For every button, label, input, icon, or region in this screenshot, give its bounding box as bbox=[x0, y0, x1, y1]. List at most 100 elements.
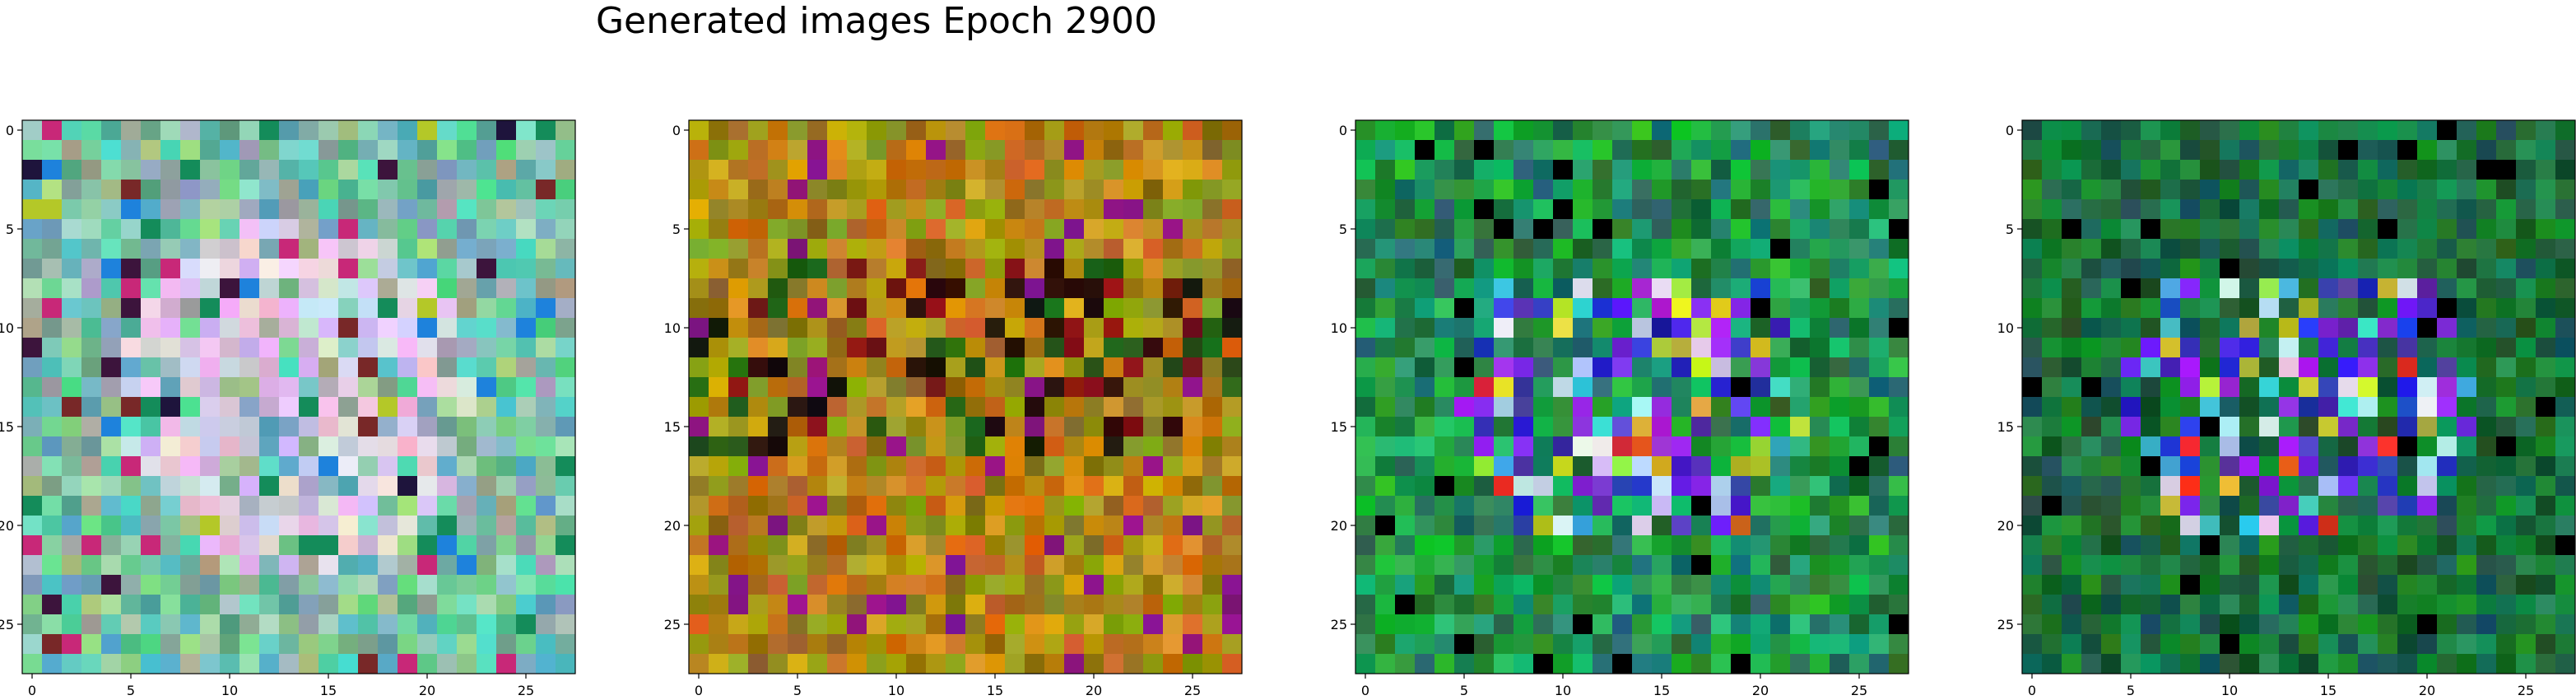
pixel-cell bbox=[867, 377, 887, 398]
pixel-cell bbox=[1005, 338, 1025, 358]
pixel-cell bbox=[1474, 377, 1495, 398]
pixel-cell bbox=[1810, 199, 1830, 220]
pixel-cell bbox=[1612, 377, 1633, 398]
pixel-cell bbox=[121, 278, 142, 299]
pixel-cell bbox=[1123, 377, 1144, 398]
pixel-cell bbox=[457, 239, 477, 259]
pixel-cell bbox=[1395, 160, 1416, 180]
pixel-cell bbox=[1691, 535, 1712, 556]
pixel-cell bbox=[1553, 555, 1574, 576]
pixel-cell bbox=[556, 595, 576, 615]
pixel-cell bbox=[1889, 298, 1909, 319]
pixel-cell bbox=[985, 318, 1006, 338]
pixel-cell bbox=[319, 199, 339, 220]
pixel-cell bbox=[1691, 219, 1712, 240]
pixel-cell bbox=[1005, 535, 1025, 556]
pixel-cell bbox=[1573, 476, 1593, 497]
pixel-cell bbox=[2476, 298, 2497, 319]
pixel-cell bbox=[709, 555, 729, 576]
pixel-cell bbox=[2397, 219, 2418, 240]
pixel-cell bbox=[299, 259, 319, 279]
pixel-cell bbox=[1123, 180, 1144, 200]
pixel-cell bbox=[1375, 377, 1396, 398]
pixel-cell bbox=[926, 298, 946, 319]
pixel-cell bbox=[200, 417, 221, 437]
pixel-cell bbox=[2437, 357, 2457, 378]
pixel-cell bbox=[2121, 160, 2141, 180]
pixel-cell bbox=[62, 298, 82, 319]
pixel-cell bbox=[1005, 357, 1025, 378]
pixel-cell bbox=[358, 575, 379, 595]
pixel-cell bbox=[81, 120, 102, 141]
pixel-cell bbox=[180, 654, 201, 674]
pixel-cell bbox=[1143, 318, 1164, 338]
pixel-cell bbox=[2457, 199, 2477, 220]
pixel-cell bbox=[2437, 417, 2457, 437]
pixel-cell bbox=[1790, 357, 1811, 378]
pixel-cell bbox=[299, 180, 319, 200]
pixel-cell bbox=[1514, 476, 1534, 497]
pixel-cell bbox=[1183, 239, 1203, 259]
pixel-cell bbox=[1711, 199, 1732, 220]
pixel-cell bbox=[2042, 436, 2062, 457]
pixel-cell bbox=[398, 436, 418, 457]
pixel-cell bbox=[2299, 436, 2319, 457]
pixel-cell bbox=[1163, 140, 1183, 161]
pixel-cell bbox=[496, 160, 517, 180]
pixel-cell bbox=[437, 595, 458, 615]
pixel-cell bbox=[2141, 417, 2161, 437]
pixel-cell bbox=[906, 654, 927, 674]
pixel-cell bbox=[81, 417, 102, 437]
pixel-cell bbox=[1454, 357, 1475, 378]
pixel-cell bbox=[516, 180, 537, 200]
pixel-cell bbox=[2081, 535, 2102, 556]
pixel-cell bbox=[1084, 298, 1104, 319]
pixel-cell bbox=[946, 614, 966, 635]
pixel-cell bbox=[2457, 456, 2477, 477]
pixel-cell bbox=[1711, 298, 1732, 319]
pixel-cell bbox=[1553, 436, 1574, 457]
pixel-cell bbox=[62, 120, 82, 141]
pixel-cell bbox=[62, 318, 82, 338]
pixel-cell bbox=[1025, 160, 1045, 180]
pixel-cell bbox=[1514, 120, 1534, 141]
pixel-cell bbox=[768, 476, 788, 497]
pixel-cell bbox=[926, 318, 946, 338]
pixel-cell bbox=[847, 278, 867, 299]
pixel-cell bbox=[2160, 575, 2181, 595]
pixel-cell bbox=[259, 318, 280, 338]
pixel-cell bbox=[319, 219, 339, 240]
pixel-cell bbox=[180, 476, 201, 497]
pixel-cell bbox=[926, 199, 946, 220]
pixel-cell bbox=[1084, 377, 1104, 398]
pixel-cell bbox=[1183, 160, 1203, 180]
pixel-cell bbox=[2141, 140, 2161, 161]
pixel-cell bbox=[1202, 476, 1223, 497]
pixel-cell bbox=[2318, 555, 2339, 576]
pixel-cell bbox=[1790, 575, 1811, 595]
pixel-cell bbox=[748, 239, 769, 259]
pixel-cell bbox=[1202, 120, 1223, 141]
pixel-cell bbox=[1355, 377, 1376, 398]
pixel-cell bbox=[1810, 555, 1830, 576]
pixel-cell bbox=[1123, 199, 1144, 220]
figure-title: Generated images Epoch 2900 bbox=[595, 0, 1158, 42]
pixel-cell bbox=[160, 199, 181, 220]
pixel-cell bbox=[1005, 259, 1025, 279]
pixel-cell bbox=[2081, 259, 2102, 279]
pixel-cell bbox=[2338, 259, 2359, 279]
pixel-cell bbox=[965, 654, 986, 674]
pixel-cell bbox=[1183, 259, 1203, 279]
pixel-cell bbox=[2358, 614, 2378, 635]
pixel-cell bbox=[398, 377, 418, 398]
pixel-cell bbox=[2220, 219, 2240, 240]
pixel-cell bbox=[1044, 397, 1065, 418]
pixel-cell bbox=[827, 516, 848, 536]
pixel-cell bbox=[2259, 634, 2280, 655]
pixel-cell bbox=[1494, 575, 1514, 595]
pixel-cell bbox=[398, 654, 418, 674]
pixel-cell bbox=[2022, 417, 2043, 437]
pixel-cell bbox=[985, 199, 1006, 220]
x-tick-label: 25 bbox=[518, 683, 534, 698]
pixel-cell bbox=[180, 259, 201, 279]
